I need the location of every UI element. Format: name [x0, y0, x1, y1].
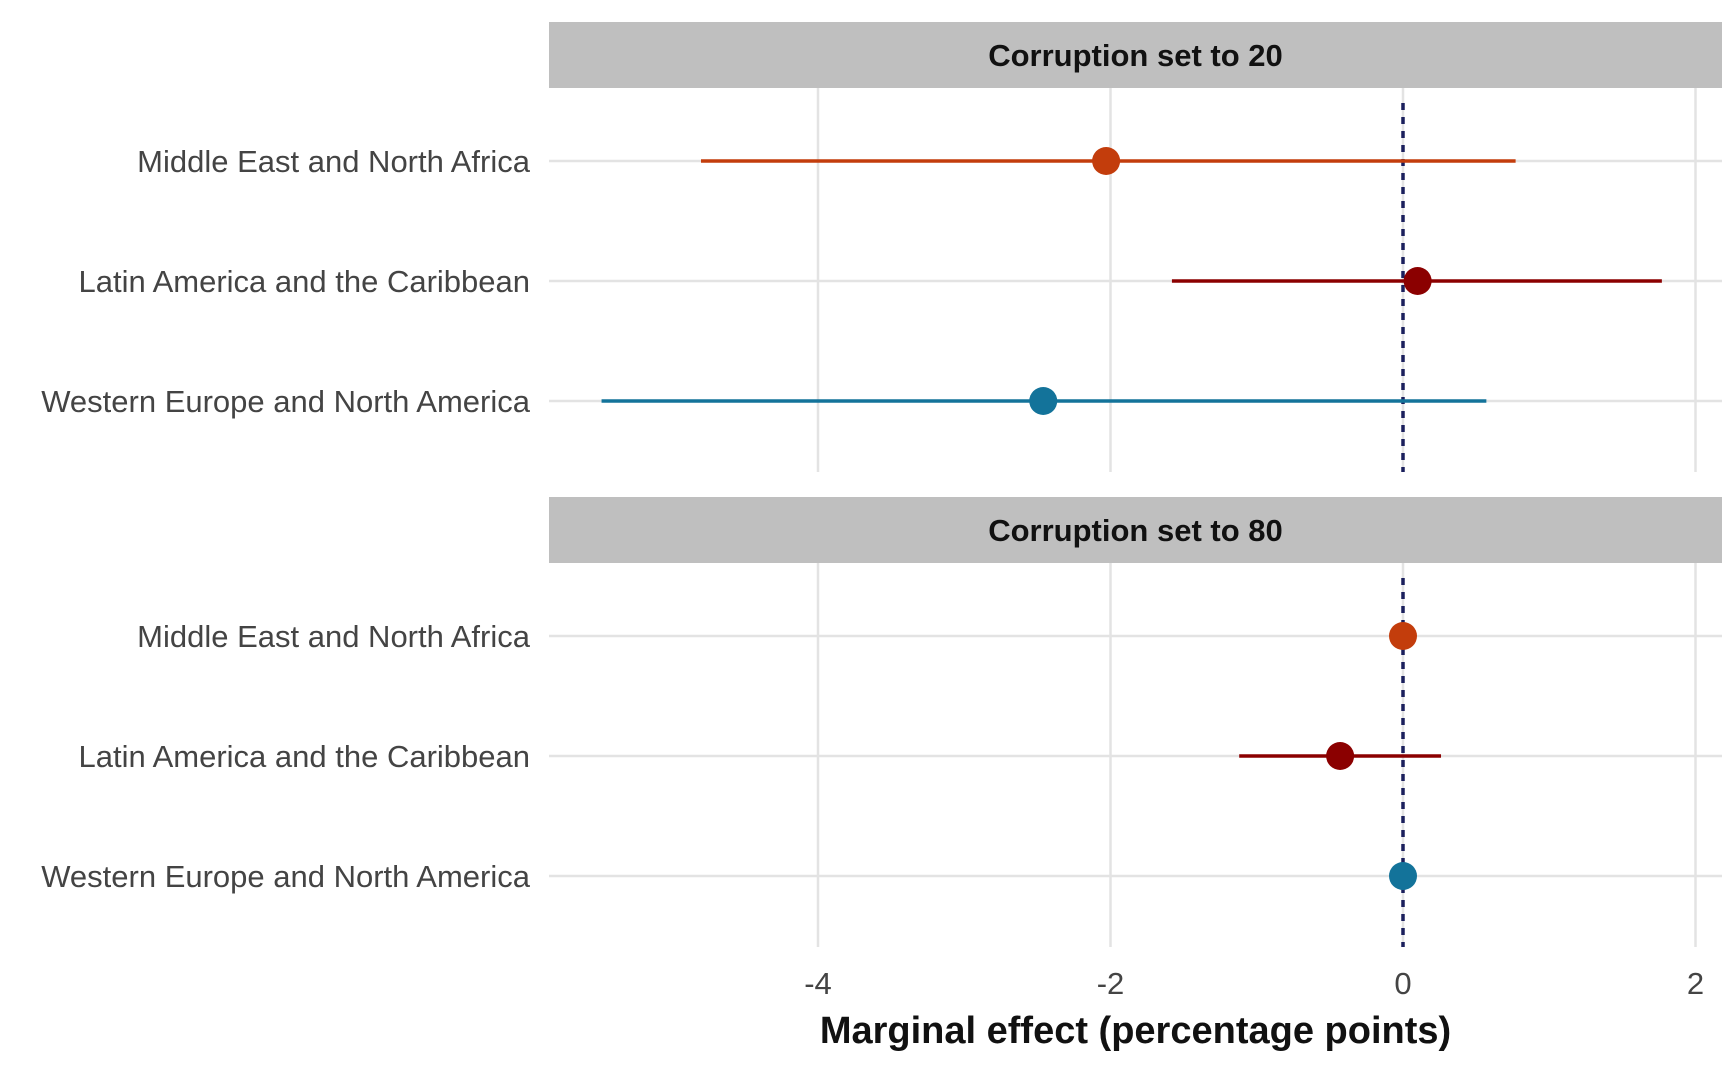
point-estimate — [1389, 622, 1417, 650]
y-tick-label: Middle East and North Africa — [137, 619, 531, 654]
x-tick-label: -2 — [1097, 966, 1125, 1001]
y-tick-label: Middle East and North Africa — [137, 144, 531, 179]
x-tick-label: 2 — [1687, 966, 1704, 1001]
facet-title: Corruption set to 20 — [988, 38, 1283, 73]
y-tick-label: Western Europe and North America — [41, 859, 531, 894]
facet-strip — [549, 497, 1722, 563]
x-tick-label: 0 — [1394, 966, 1411, 1001]
point-estimate — [1403, 267, 1432, 295]
x-tick-label: -4 — [804, 966, 832, 1001]
point-estimate — [1029, 387, 1058, 415]
point-estimate — [1326, 742, 1355, 770]
y-tick-label: Latin America and the Caribbean — [78, 264, 530, 299]
x-axis-title: Marginal effect (percentage points) — [820, 1010, 1451, 1052]
y-tick-label: Western Europe and North America — [41, 384, 531, 419]
point-estimate — [1389, 862, 1417, 890]
point-estimate — [1092, 147, 1121, 175]
facet-strip — [549, 22, 1722, 88]
facet-title: Corruption set to 80 — [988, 513, 1283, 548]
y-tick-label: Latin America and the Caribbean — [78, 739, 530, 774]
